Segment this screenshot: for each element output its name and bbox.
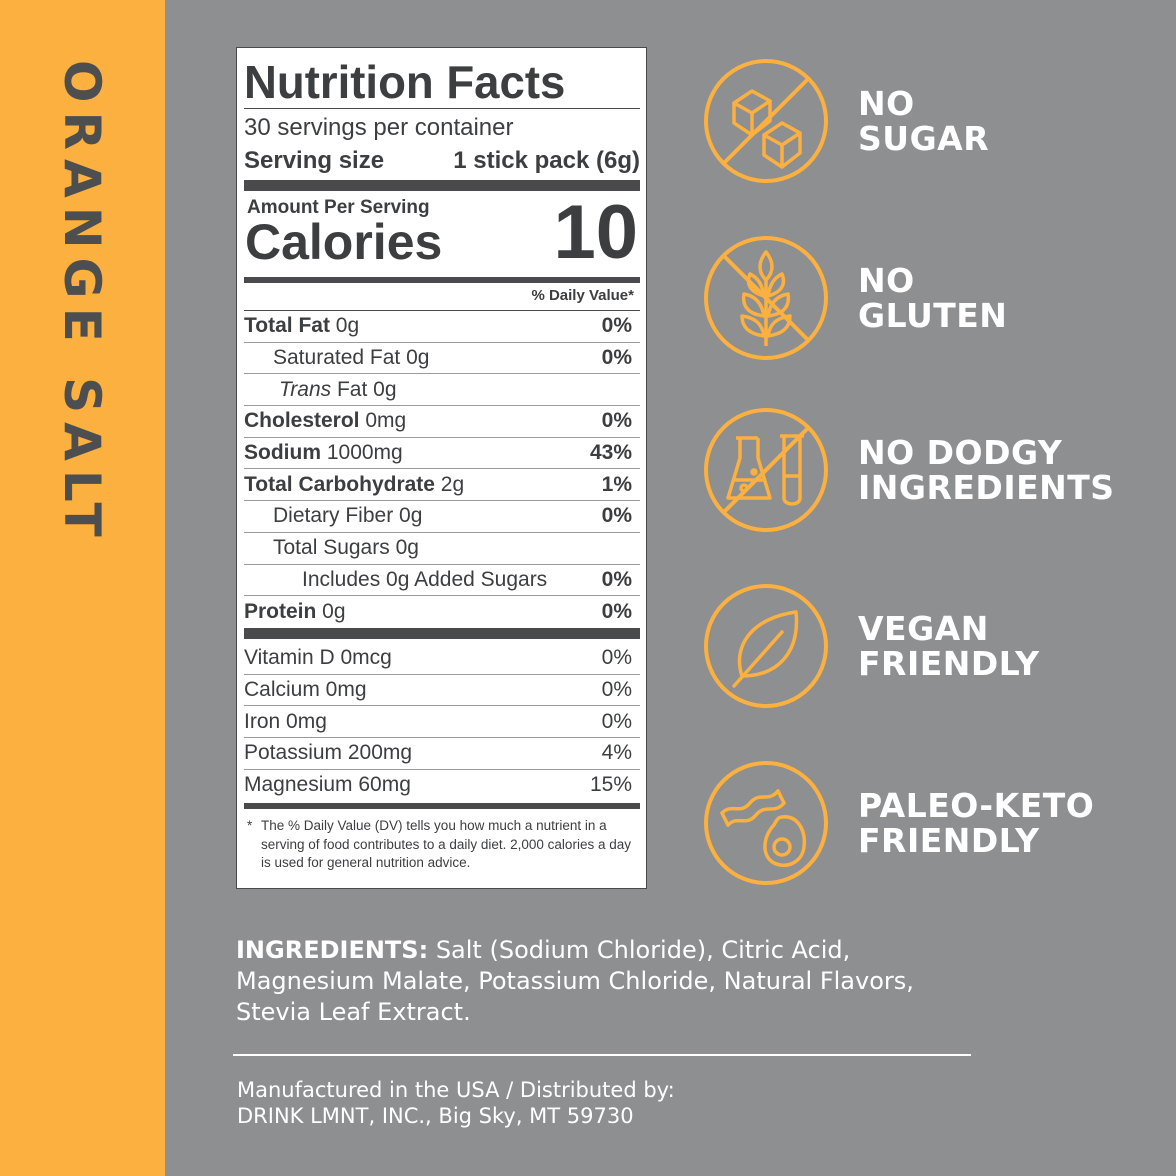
nutrient-row: Protein 0g 0%: [244, 600, 632, 624]
nutrient-row: Total Sugars 0g: [244, 533, 640, 565]
nutrient-row: Cholesterol 0mg 0%: [244, 406, 640, 438]
nutrient-list: Total Fat 0g 0% Saturated Fat 0g 0% Tran…: [244, 311, 640, 628]
vitamin-row: Magnesium 60mg 15%: [244, 773, 632, 797]
daily-value-header: % Daily Value*: [531, 287, 634, 304]
ingredients: INGREDIENTS: Salt (Sodium Chloride), Cit…: [236, 935, 996, 1028]
badge-vegan-friendly: VEGAN FRIENDLY: [702, 582, 1040, 710]
servings-per-container: 30 servings per container: [244, 114, 514, 141]
serving-size-label: Serving size: [244, 147, 385, 174]
nutrient-row: Total Carbohydrate 2g 1%: [244, 469, 640, 502]
manufacturer-info: Manufactured in the USA / Distributed by…: [237, 1078, 675, 1128]
nutrient-row: Includes 0g Added Sugars 0%: [244, 565, 640, 597]
badge-no-dodgy-ingredients: NO DODGY INGREDIENTS: [702, 406, 1115, 534]
calories-value: 10: [553, 190, 638, 275]
calories-block: Amount Per Serving Calories 10: [244, 191, 640, 277]
nutrient-row: Sodium 1000mg 43%: [244, 438, 640, 470]
medium-divider: [244, 803, 640, 810]
no-gluten-icon: [704, 236, 828, 360]
calories-label: Calories: [245, 214, 443, 270]
vitamin-row: Potassium 200mg 4%: [244, 738, 640, 770]
no-dodgy-ingredients-icon: [704, 408, 828, 532]
medium-divider: [244, 277, 640, 283]
vitamin-row: Vitamin D 0mcg 0%: [244, 643, 640, 675]
serving-size-value: 1 stick pack (6g): [453, 147, 640, 174]
thick-divider: [244, 180, 640, 191]
vegan-leaf-icon: [704, 584, 828, 708]
side-band: ORANGE SALT: [0, 0, 165, 1176]
nutrient-row: Saturated Fat 0g 0%: [244, 343, 640, 375]
nutrition-title: Nutrition Facts: [244, 56, 566, 108]
ingredients-text: Salt (Sodium Chloride), Citric Acid, Mag…: [236, 936, 914, 1026]
serving-size: Serving size 1 stick pack (6g): [244, 144, 640, 178]
divider: [233, 1054, 971, 1056]
no-sugar-icon: [704, 59, 828, 183]
badge-no-gluten: NO GLUTEN: [702, 234, 1007, 362]
paleo-keto-icon: [704, 761, 828, 885]
nutrition-facts-label: Nutrition Facts 30 servings per containe…: [236, 47, 647, 889]
thick-divider: [244, 627, 640, 639]
amount-per-serving: Amount Per Serving: [247, 197, 430, 218]
ingredients-label: INGREDIENTS:: [236, 936, 429, 964]
product-name: ORANGE SALT: [53, 60, 111, 546]
nutrient-row: Total Fat 0g 0%: [244, 311, 640, 343]
footnote: * The % Daily Value (DV) tells you how m…: [247, 818, 631, 871]
vitamin-row: Iron 0mg 0%: [244, 706, 640, 738]
vitamin-row: Calcium 0mg 0%: [244, 675, 640, 707]
badge-paleo-keto-friendly: PALEO-KETO FRIENDLY: [702, 759, 1094, 887]
vitamin-list: Vitamin D 0mcg 0% Calcium 0mg 0% Iron 0mg 0…: [244, 643, 640, 801]
badge-no-sugar: NO SUGAR: [702, 57, 989, 185]
nutrient-row: Trans Fat 0g: [244, 374, 640, 407]
nutrient-row: Dietary Fiber 0g 0%: [244, 501, 640, 533]
